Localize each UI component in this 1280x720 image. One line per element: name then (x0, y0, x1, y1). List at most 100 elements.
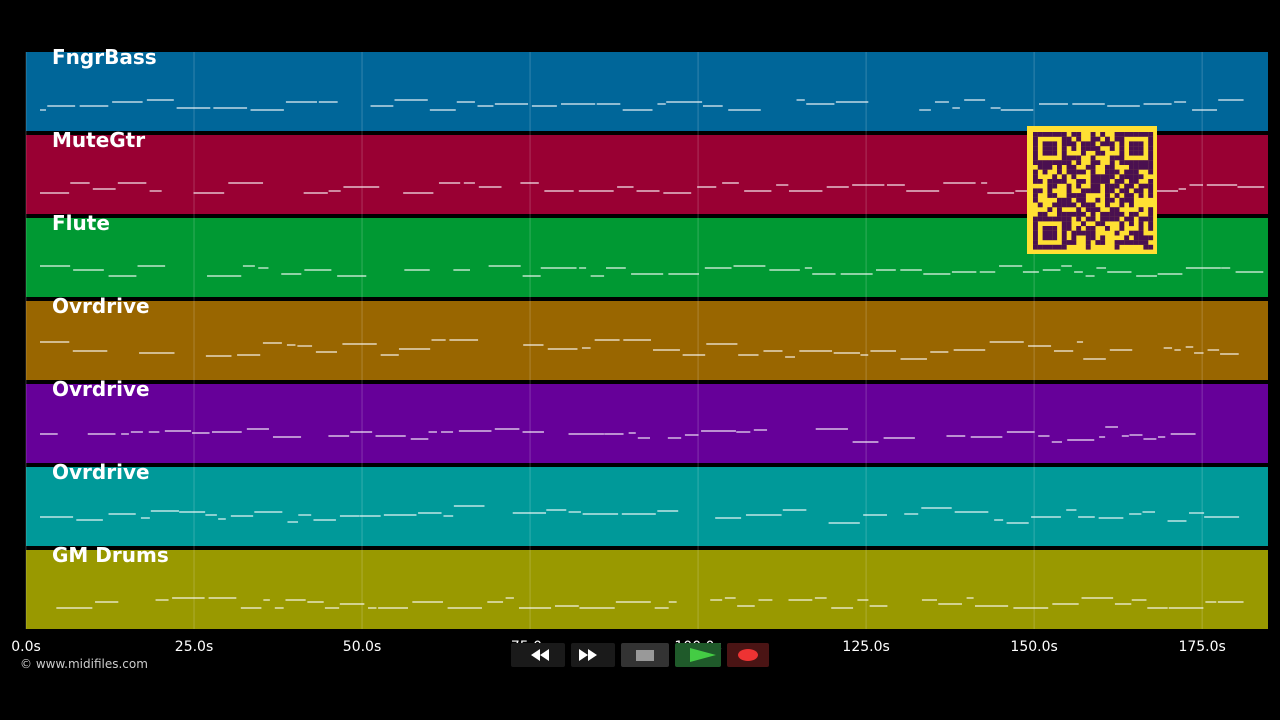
qr-cell (1042, 146, 1048, 151)
qr-cell (1133, 150, 1139, 156)
qr-cell (1033, 141, 1038, 147)
qr-cell (1090, 188, 1096, 194)
qr-cell (1033, 197, 1038, 203)
qr-cell (1061, 221, 1067, 227)
qr-cell (1090, 202, 1096, 208)
copyright: © www.midifiles.com (20, 657, 148, 671)
qr-cell (1033, 155, 1038, 161)
qr-cell (1129, 211, 1134, 217)
qr-cell (1095, 221, 1101, 227)
qr-cell (1138, 174, 1144, 180)
qr-cell (1033, 230, 1038, 236)
qr-cell (1061, 235, 1067, 241)
qr-cell (1090, 132, 1096, 137)
qr-cell (1042, 244, 1048, 250)
qr-cell (1071, 202, 1077, 208)
qr-cell (1124, 174, 1130, 180)
qr-cell (1057, 179, 1062, 184)
qr-cell (1037, 179, 1043, 184)
qr-cell (1109, 183, 1115, 189)
qr-cell (1119, 155, 1125, 161)
qr-cell (1148, 188, 1154, 194)
qr-cell (1057, 169, 1062, 175)
qr-cell (1095, 207, 1101, 212)
qr-cell (1076, 179, 1082, 184)
qr-cell (1109, 174, 1115, 180)
qr-cell (1066, 155, 1072, 161)
qr-cell (1076, 211, 1082, 217)
qr-cell (1119, 132, 1125, 137)
qr-cell (1124, 235, 1130, 241)
qr-cell (1095, 183, 1101, 189)
qr-cell (1033, 169, 1038, 175)
qr-cell (1033, 179, 1038, 184)
qr-cell (1090, 146, 1096, 151)
qr-cell (1052, 132, 1058, 137)
qr-cell (1114, 132, 1120, 137)
qr-cell (1105, 226, 1110, 231)
qr-cell (1129, 197, 1134, 203)
qr-cell (1066, 240, 1072, 245)
x-tick-label: 175.0s (1178, 639, 1225, 655)
qr-cell (1100, 221, 1106, 227)
qr-cell (1090, 164, 1096, 170)
qr-cell (1119, 179, 1125, 184)
qr-cell (1047, 226, 1053, 231)
qr-cell (1066, 202, 1072, 208)
qr-cell (1066, 188, 1072, 194)
qr-cell (1138, 230, 1144, 236)
icon (738, 649, 758, 661)
qr-cell (1124, 160, 1130, 165)
qr-cell (1071, 193, 1077, 198)
qr-cell (1148, 146, 1154, 151)
qr-cell (1052, 202, 1058, 208)
qr-cell (1105, 211, 1110, 217)
qr-cell (1081, 150, 1086, 156)
qr-cell (1047, 235, 1053, 241)
qr-cell (1071, 211, 1077, 217)
qr-cell (1042, 150, 1048, 156)
qr-cell (1109, 207, 1115, 212)
track-name: Flute (52, 211, 110, 235)
qr-cell (1061, 244, 1067, 250)
qr-cell (1133, 230, 1139, 236)
qr-cell (1076, 230, 1082, 236)
qr-cell (1148, 221, 1154, 227)
qr-cell (1129, 141, 1134, 147)
qr-cell (1133, 141, 1139, 147)
qr-cell (1066, 169, 1072, 175)
qr-cell (1148, 136, 1154, 142)
qr-cell (1042, 169, 1048, 175)
track-name: Ovrdrive (52, 460, 150, 484)
qr-cell (1076, 216, 1082, 222)
qr-cell (1129, 193, 1134, 198)
qr-cell (1114, 136, 1120, 142)
qr-cell (1119, 141, 1125, 147)
qr-cell (1133, 132, 1139, 137)
qr-cell (1085, 164, 1091, 170)
qr-cell (1090, 211, 1096, 217)
qr-cell (1042, 211, 1048, 217)
qr-cell (1085, 188, 1091, 194)
qr-cell (1061, 197, 1067, 203)
qr-cell (1052, 230, 1058, 236)
qr-cell (1066, 193, 1072, 198)
qr-cell (1037, 244, 1043, 250)
qr-cell (1071, 240, 1077, 245)
qr-cell (1061, 179, 1067, 184)
qr-cell (1105, 183, 1110, 189)
qr-cell (1133, 211, 1139, 217)
qr-cell (1138, 164, 1144, 170)
x-tick-label: 50.0s (343, 639, 381, 655)
qr-cell (1143, 240, 1149, 245)
qr-cell (1148, 141, 1154, 147)
qr-cell (1129, 132, 1134, 137)
qr-cell (1133, 240, 1139, 245)
qr-cell (1071, 235, 1077, 241)
qr-cell (1066, 216, 1072, 222)
qr-cell (1042, 132, 1048, 137)
qr-cell (1066, 164, 1072, 170)
notes (40, 426, 1196, 443)
qr-cell (1076, 207, 1082, 212)
qr-cell (1061, 141, 1067, 147)
